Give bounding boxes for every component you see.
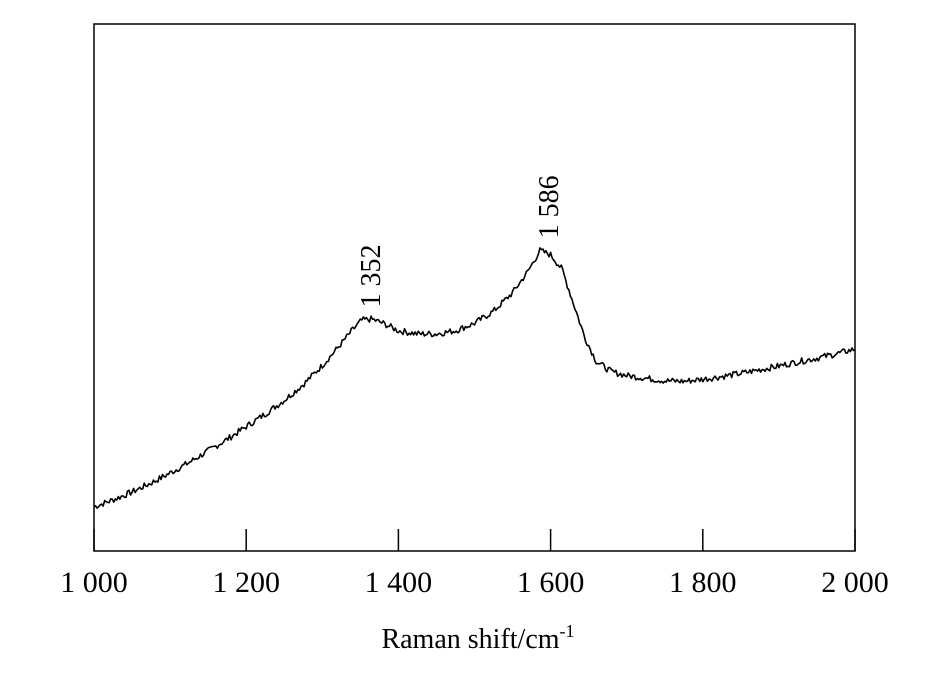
spectrum-line: [93, 247, 856, 509]
x-tick-label: 1 400: [365, 566, 433, 599]
x-axis-title: Raman shift/cm-1: [381, 621, 574, 655]
x-tick-label: 2 000: [821, 566, 889, 599]
x-tick-label: 1 200: [212, 566, 280, 599]
x-axis-title-text: Raman shift/cm: [381, 624, 559, 655]
peak-label: 1 586: [534, 175, 565, 238]
x-axis-title-superscript: -1: [560, 621, 575, 641]
peak-label: 1 352: [356, 244, 387, 307]
x-tick-label: 1 800: [669, 566, 737, 599]
x-tick-label: 1 000: [60, 566, 128, 599]
x-tick-label: 1 600: [517, 566, 585, 599]
plot-frame: [93, 23, 856, 552]
x-axis-ticks: [93, 529, 856, 551]
peak-annotations: 1 352 1 586: [356, 175, 565, 307]
x-axis-tick-labels: 1 000 1 200 1 400 1 600 1 800 2 000: [60, 566, 889, 599]
